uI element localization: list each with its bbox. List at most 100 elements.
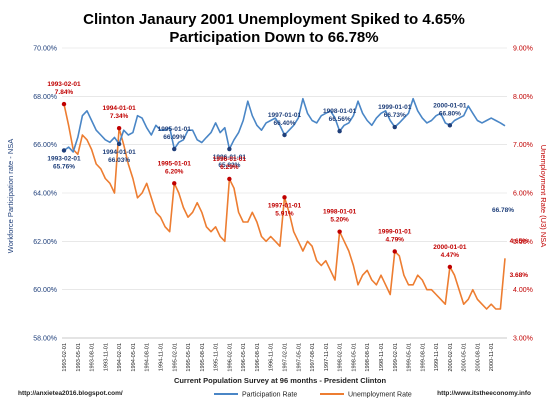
x-tick-label: 1999-11-01 xyxy=(434,343,440,371)
y-axis-right-ticks: 3.00% 4.00% 5.00% 6.00% 7.00% 8.00% 9.00% xyxy=(513,46,533,343)
y-tick-right: 4.00% xyxy=(513,287,533,294)
y-tick-left: 58.00% xyxy=(33,336,57,343)
source-right: http://www.itstheeconomy.info xyxy=(437,390,531,397)
x-tick-label: 1998-05-01 xyxy=(351,343,357,372)
annotation-value: 7.84% xyxy=(55,89,74,96)
unemployment-marker xyxy=(447,264,453,270)
unemployment-marker xyxy=(227,176,232,182)
unemployment-marker xyxy=(392,249,397,254)
source-left: http://anxietea2016.blogspot.com/ xyxy=(18,390,123,397)
end-label-participation: 66.78% xyxy=(492,207,514,214)
annotation-value: 66.40% xyxy=(273,120,295,127)
legend: Participation Rate Unemployment Rate xyxy=(214,392,412,399)
annotation-value: 6.20% xyxy=(165,168,184,175)
x-tick-label: 1999-02-01 xyxy=(393,343,399,372)
annotation-value: 65.76% xyxy=(53,163,75,170)
annotation-date: 1997-01-01 xyxy=(268,202,302,209)
annotation-date: 1998-01-01 xyxy=(323,108,357,115)
x-tick-label: 2000-05-01 xyxy=(462,343,468,372)
participation-marker xyxy=(282,132,287,138)
annotation-date: 1996-01-01 xyxy=(213,154,247,161)
x-tick-label: 1997-05-01 xyxy=(296,343,302,372)
y-axis-right-label: Unemployment Rate (U3) NSA xyxy=(539,145,548,248)
y-tick-right: 5.00% xyxy=(513,239,533,246)
x-tick-label: 2000-11-01 xyxy=(489,343,495,371)
x-tick-label: 1993-05-01 xyxy=(76,343,82,372)
y-tick-right: 3.00% xyxy=(513,336,533,343)
y-tick-right: 8.00% xyxy=(513,94,533,101)
y-tick-right: 6.00% xyxy=(513,191,533,198)
annotation-date: 1999-01-01 xyxy=(378,104,412,111)
x-tick-label: 1995-11-01 xyxy=(214,343,220,371)
unemployment-marker xyxy=(116,126,122,131)
participation-marker xyxy=(172,146,177,152)
participation-marker xyxy=(116,141,122,147)
annotation-value: 66.56% xyxy=(329,116,351,123)
y-tick-left: 64.00% xyxy=(33,191,57,198)
x-tick-label: 1994-08-01 xyxy=(145,343,151,372)
end-label-unemployment-1: 4.65% xyxy=(510,238,529,245)
annotation-date: 1994-01-01 xyxy=(103,149,137,156)
annotation-value: 4.79% xyxy=(386,236,405,243)
annotation-date: 2000-01-01 xyxy=(433,244,467,251)
unemployment-marker xyxy=(61,101,67,107)
annotation-value: 66.80% xyxy=(439,110,461,117)
annotation-value: 66.03% xyxy=(108,157,130,164)
x-tick-label: 1996-08-01 xyxy=(255,343,261,372)
x-axis-ticks: 1993-02-01 1993-05-01 1993-08-01 1993-11-01… xyxy=(62,343,495,372)
legend-label-unemployment: Unemployment Rate xyxy=(348,392,412,399)
y-tick-right: 7.00% xyxy=(513,142,533,149)
x-tick-label: 1999-08-01 xyxy=(420,343,426,372)
x-tick-label: 1998-11-01 xyxy=(379,343,385,371)
x-tick-label: 1999-05-01 xyxy=(407,343,413,372)
participation-marker xyxy=(61,148,67,153)
unemployment-marker xyxy=(282,195,287,200)
x-tick-label: 1995-05-01 xyxy=(186,343,192,372)
annotation-date: 1998-01-01 xyxy=(323,209,357,216)
x-tick-label: 1996-05-01 xyxy=(241,343,247,372)
annotation-date: 1995-01-01 xyxy=(158,160,192,167)
x-tick-label: 1997-11-01 xyxy=(324,343,330,371)
annotation-date: 1993-02-01 xyxy=(47,81,81,88)
x-tick-label: 2000-08-01 xyxy=(475,343,481,372)
y-tick-left: 66.00% xyxy=(33,142,57,149)
annotation-date: 2000-01-01 xyxy=(433,102,467,109)
annotation-value: 7.34% xyxy=(110,113,129,120)
chart-title-line2: Participation Down to 66.78% xyxy=(169,29,378,46)
x-axis-label: Current Population Survey at 96 months -… xyxy=(174,376,387,385)
participation-marker xyxy=(337,128,342,134)
x-tick-label: 1998-02-01 xyxy=(338,343,344,372)
participation-marker xyxy=(392,124,397,130)
unemployment-marker xyxy=(337,229,342,234)
participation-marker xyxy=(227,146,232,152)
annotation-layer: 1993-02-0165.76%1994-01-0166.03%1995-01-… xyxy=(47,81,467,270)
x-tick-label: 1993-11-01 xyxy=(103,343,109,371)
annotation-value: 4.47% xyxy=(441,252,460,259)
unemployment-marker xyxy=(172,181,177,186)
y-axis-left-label: Workforce Participation rate - NSA xyxy=(6,139,15,254)
annotation-value: 66.09% xyxy=(163,134,185,141)
x-tick-label: 1998-08-01 xyxy=(365,343,371,372)
x-tick-label: 1995-02-01 xyxy=(172,343,178,372)
annotation-date: 1997-01-01 xyxy=(268,112,302,119)
x-tick-label: 1997-02-01 xyxy=(283,343,289,372)
x-tick-label: 2000-02-01 xyxy=(448,343,454,372)
y-tick-left: 62.00% xyxy=(33,239,57,246)
x-tick-label: 1997-08-01 xyxy=(310,343,316,372)
annotation-value: 5.91% xyxy=(275,210,294,217)
y-tick-left: 68.00% xyxy=(33,94,57,101)
y-tick-right: 9.00% xyxy=(513,46,533,53)
annotation-date: 1994-01-01 xyxy=(103,105,137,112)
x-tick-label: 1994-11-01 xyxy=(158,343,164,371)
chart-title-line1: Clinton Janaury 2001 Unemployment Spiked… xyxy=(83,11,465,28)
annotation-value: 65.82% xyxy=(218,162,240,169)
x-tick-label: 1995-08-01 xyxy=(200,343,206,372)
y-axis-left-ticks: 58.00% 60.00% 62.00% 64.00% 66.00% 68.00% 70.0… xyxy=(33,46,57,343)
x-tick-label: 1994-02-01 xyxy=(117,343,123,372)
participation-marker xyxy=(447,123,453,128)
legend-label-participation: Participation Rate xyxy=(242,392,297,399)
annotation-value: 5.20% xyxy=(330,217,349,224)
y-tick-left: 70.00% xyxy=(33,46,57,53)
annotation-value: 66.73% xyxy=(384,112,406,119)
